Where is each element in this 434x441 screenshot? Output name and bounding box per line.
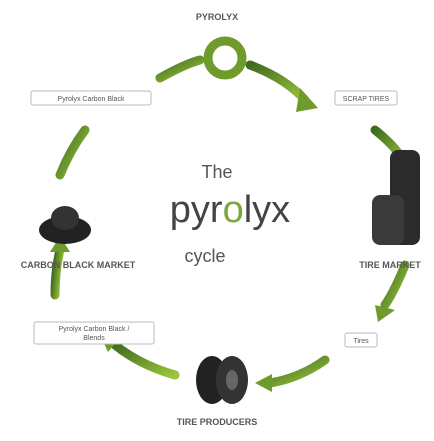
- arrow: [160, 60, 200, 78]
- tire-hub: [226, 370, 238, 390]
- diagram: PYROLYX Pyrolyx Carbon Black SCRAP TIRES…: [0, 0, 434, 436]
- tire-group: [196, 356, 248, 404]
- node-label: Tires: [353, 338, 369, 345]
- node-label: TIRE PRODUCERS: [177, 417, 258, 427]
- node-label: Pyrolyx Carbon Black /: [59, 326, 130, 333]
- arrowhead: [375, 305, 395, 322]
- center-line3: cycle: [184, 246, 225, 266]
- tires: [372, 195, 404, 245]
- pile: [51, 206, 79, 230]
- page: PYROLYX Pyrolyx Carbon Black SCRAP TIRES…: [0, 0, 434, 441]
- logo: [208, 41, 242, 75]
- center-word: pyrolyx: [170, 189, 290, 231]
- node-label: Pyrolyx Carbon Black: [58, 96, 125, 103]
- arrow: [270, 360, 325, 383]
- arrow: [55, 250, 60, 295]
- arrow: [385, 265, 405, 305]
- word-part: lyx: [244, 189, 290, 231]
- logo-ring: [208, 41, 242, 75]
- center-line1: The: [201, 162, 232, 182]
- carbon-black-pile: [39, 206, 91, 244]
- node-label: SCRAP TIRES: [343, 96, 390, 103]
- tire-stack: [372, 150, 420, 245]
- node-label: CARBON BLACK MARKET: [21, 260, 136, 270]
- title: PYROLYX: [196, 12, 238, 22]
- word-part: pyr: [170, 189, 223, 231]
- arrow: [60, 130, 85, 175]
- node-label: TIRE MARKET: [359, 260, 421, 270]
- word-part: o: [223, 189, 244, 231]
- arrow: [115, 345, 175, 375]
- arrowhead: [255, 374, 272, 392]
- arrow: [250, 65, 305, 100]
- node-label: Blends: [83, 335, 105, 342]
- logo-dot: [226, 50, 234, 58]
